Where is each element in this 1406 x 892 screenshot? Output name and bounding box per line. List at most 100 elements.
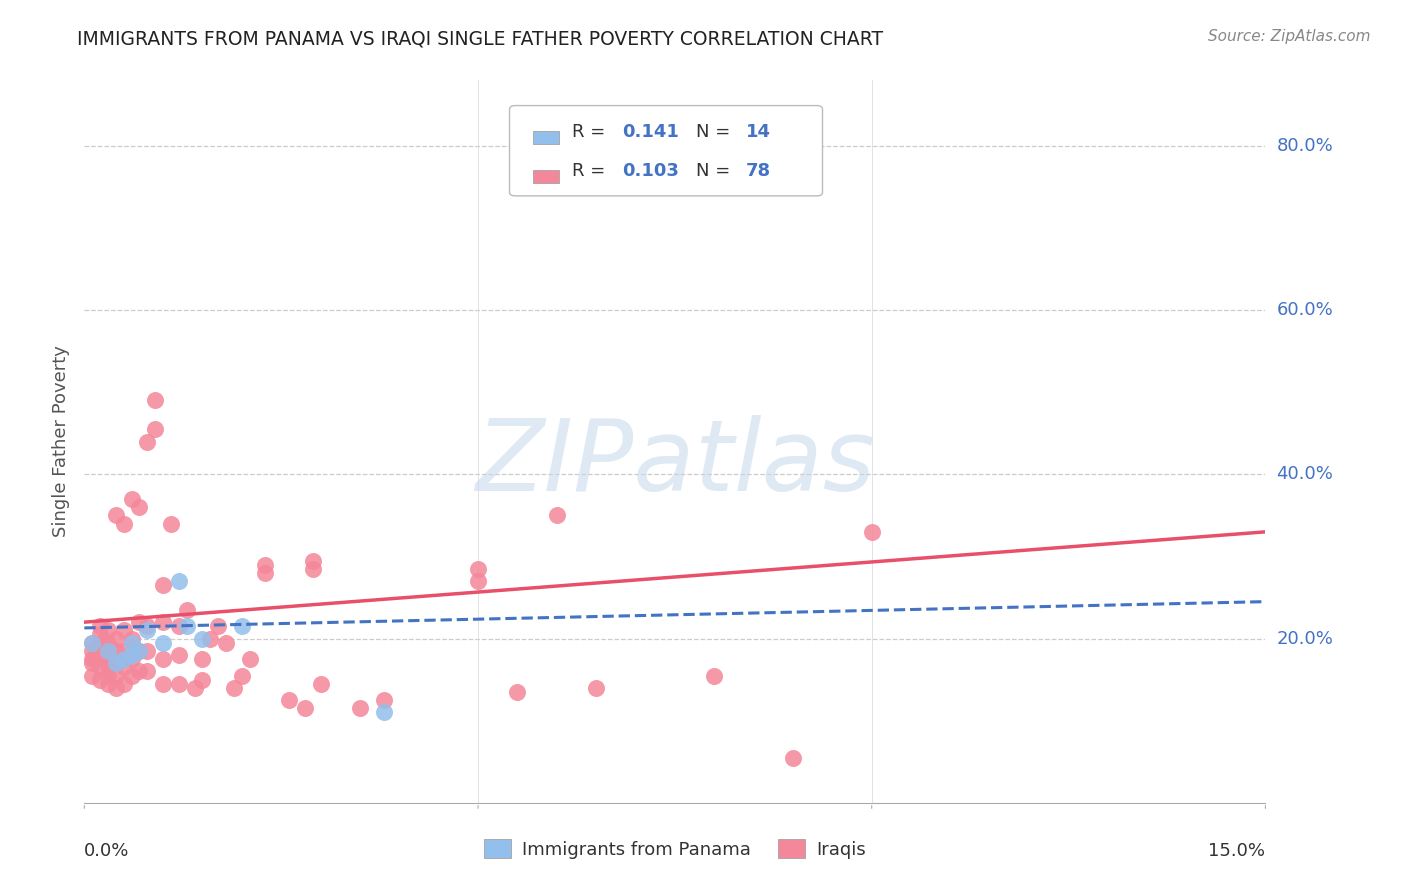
Point [82,636,104,650]
Point [191,632,214,646]
Point [112,677,135,691]
Point [89,648,111,662]
Text: R =: R = [572,123,612,142]
Point [191,652,214,666]
Point [860,524,883,539]
Point [506,685,529,699]
Point [152,652,174,666]
Point [294,701,316,715]
Point [254,558,277,572]
Point [97,652,120,666]
Text: N =: N = [696,162,737,180]
Point [136,624,159,638]
Point [121,632,143,646]
Point [128,644,150,658]
Point [301,562,323,576]
Point [703,668,725,682]
Point [373,693,395,707]
Point [143,393,166,408]
Text: Source: ZipAtlas.com: Source: ZipAtlas.com [1208,29,1371,45]
Point [183,681,205,695]
Point [89,619,111,633]
Point [82,636,104,650]
Point [239,652,262,666]
Point [121,668,143,682]
Point [152,578,174,592]
Point [104,508,127,523]
FancyBboxPatch shape [509,105,823,196]
Point [231,619,253,633]
Text: ZIPatlas: ZIPatlas [475,415,875,512]
Point [160,516,183,531]
Point [89,636,111,650]
Point [97,636,120,650]
Point [136,619,159,633]
Point [82,644,104,658]
Point [112,644,135,658]
Point [136,644,159,658]
Point [136,434,159,449]
Point [349,701,371,715]
Point [128,615,150,630]
Point [97,677,120,691]
Point [215,636,238,650]
Point [112,660,135,674]
Point [152,615,174,630]
Point [97,644,120,658]
Point [200,632,222,646]
Point [121,652,143,666]
Text: 0.141: 0.141 [621,123,679,142]
Point [222,681,245,695]
Point [128,644,150,658]
Point [112,516,135,531]
Point [121,491,143,506]
Bar [533,130,560,145]
Point [136,665,159,679]
Point [112,652,135,666]
Text: 20.0%: 20.0% [1277,630,1333,648]
Text: 14: 14 [745,123,770,142]
Text: 15.0%: 15.0% [1208,842,1265,860]
Point [309,677,332,691]
Point [301,553,323,567]
Text: N =: N = [696,123,737,142]
Y-axis label: Single Father Poverty: Single Father Poverty [52,345,70,538]
Point [89,673,111,687]
Point [112,624,135,638]
Point [97,668,120,682]
Point [254,566,277,580]
Point [176,619,198,633]
Text: 0.103: 0.103 [621,162,679,180]
Point [167,677,190,691]
Point [104,632,127,646]
Point [82,668,104,682]
Point [104,657,127,671]
Point [104,681,127,695]
Point [104,657,127,671]
Point [89,660,111,674]
Point [176,603,198,617]
Point [207,619,229,633]
Text: 80.0%: 80.0% [1277,137,1333,155]
Point [97,624,120,638]
Text: 0.0%: 0.0% [84,842,129,860]
Point [128,665,150,679]
Point [97,660,120,674]
Point [782,750,804,764]
Point [167,619,190,633]
Text: 60.0%: 60.0% [1277,301,1333,319]
Point [152,677,174,691]
Point [143,422,166,436]
Point [152,636,174,650]
Legend: Immigrants from Panama, Iraqis: Immigrants from Panama, Iraqis [484,839,866,859]
Point [82,652,104,666]
Point [467,562,489,576]
Point [278,693,301,707]
Point [128,500,150,515]
Bar [533,169,560,184]
Point [467,574,489,588]
Point [104,644,127,658]
Point [104,668,127,682]
Point [373,706,395,720]
Point [82,657,104,671]
